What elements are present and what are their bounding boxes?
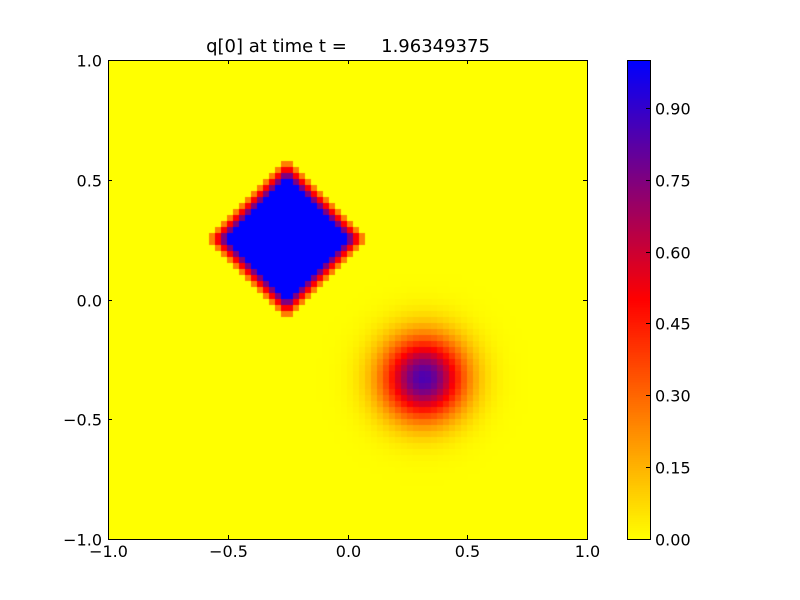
y-tick-label: 0.5: [77, 172, 102, 191]
heatmap-image: [108, 60, 587, 539]
colorbar-tick-label: 0.60: [655, 244, 691, 263]
colorbar-tick-label: 0.30: [655, 387, 691, 406]
colorbar-tick-label: 0.90: [655, 100, 691, 119]
plot-frame: [108, 60, 588, 540]
y-tick-label: −0.5: [63, 411, 102, 430]
x-tick-label: 0.5: [455, 542, 480, 561]
x-tick-label: 1.0: [575, 542, 600, 561]
colorbar-tick-label: 0.15: [655, 459, 691, 478]
x-tick-label: −0.5: [209, 542, 248, 561]
colorbar-gradient: [627, 60, 650, 539]
y-tick-label: 1.0: [77, 52, 102, 71]
y-tick-label: 0.0: [77, 292, 102, 311]
colorbar-frame: [627, 60, 651, 540]
colorbar-tick-label: 0.00: [655, 531, 691, 550]
x-tick-label: 0.0: [336, 542, 361, 561]
y-tick-label: −1.0: [63, 531, 102, 550]
plot-title: q[0] at time t = 1.96349375: [206, 36, 490, 57]
colorbar-tick-label: 0.75: [655, 172, 691, 191]
x-tick-label: −1.0: [89, 542, 128, 561]
colorbar-tick-label: 0.45: [655, 315, 691, 334]
